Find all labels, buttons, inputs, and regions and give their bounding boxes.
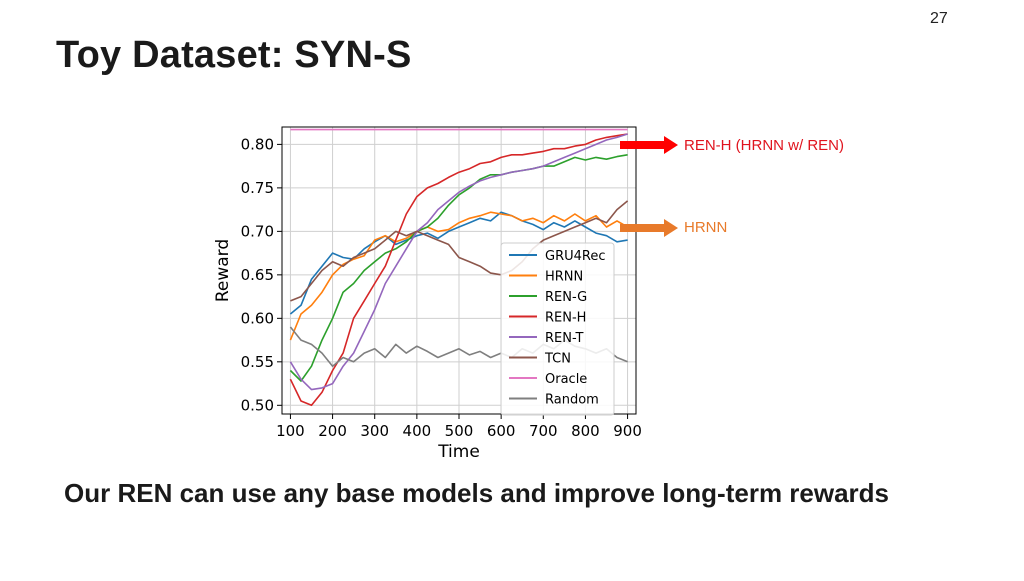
x-tick-label: 500 <box>445 422 474 440</box>
legend-label: REN-H <box>545 311 586 326</box>
series-line-ren-h <box>289 133 628 407</box>
slide-title: Toy Dataset: SYN-S <box>56 34 412 76</box>
x-tick-label: 600 <box>487 422 516 440</box>
series-line-ren-g <box>289 154 628 382</box>
y-tick-label: 0.55 <box>241 353 274 371</box>
x-tick-label: 100 <box>276 422 305 440</box>
series-line-ren-t <box>289 133 628 391</box>
x-tick-label: 700 <box>529 422 558 440</box>
legend-label: REN-G <box>545 290 587 305</box>
y-tick-label: 0.70 <box>241 222 274 240</box>
arrow-right-icon <box>620 136 678 154</box>
y-tick-label: 0.75 <box>241 179 274 197</box>
x-tick-label: 200 <box>318 422 347 440</box>
chart-legend: GRU4Rec HRNN REN-G REN-H REN-T TCN Oracle Rando… <box>500 242 615 416</box>
legend-label: Oracle <box>545 372 587 387</box>
series-line-tcn <box>290 200 629 302</box>
slide-number: 27 <box>930 10 948 27</box>
legend-label: HRNN <box>545 270 583 285</box>
legend-box <box>500 242 615 416</box>
x-tick-label: 300 <box>360 422 389 440</box>
x-axis-ticks: 100 200 300 400 500 600 700 800 900 <box>276 414 642 440</box>
legend-label: GRU4Rec <box>545 249 606 264</box>
arrow-right-icon <box>620 219 678 237</box>
legend-label: REN-T <box>545 331 583 346</box>
y-tick-label: 0.60 <box>241 309 274 327</box>
y-tick-label: 0.80 <box>241 135 274 153</box>
x-tick-label: 900 <box>613 422 642 440</box>
legend-label: Random <box>545 393 599 408</box>
y-tick-label: 0.50 <box>241 396 274 414</box>
series-line-gru4rec <box>289 211 628 315</box>
y-tick-label: 0.65 <box>241 266 274 284</box>
y-axis-label: Reward <box>213 239 233 302</box>
chart-series <box>289 128 629 407</box>
x-axis-label: Time <box>437 442 480 462</box>
callout-hrnn: HRNN <box>684 219 728 236</box>
y-axis-ticks: 0.50 0.55 0.60 0.65 0.70 0.75 0.80 <box>241 135 282 414</box>
callout-ren-h: REN-H (HRNN w/ REN) <box>684 137 844 154</box>
x-tick-label: 400 <box>403 422 432 440</box>
slide-caption: Our REN can use any base models and impr… <box>64 478 890 508</box>
x-tick-label: 800 <box>571 422 600 440</box>
legend-label: TCN <box>544 352 571 367</box>
